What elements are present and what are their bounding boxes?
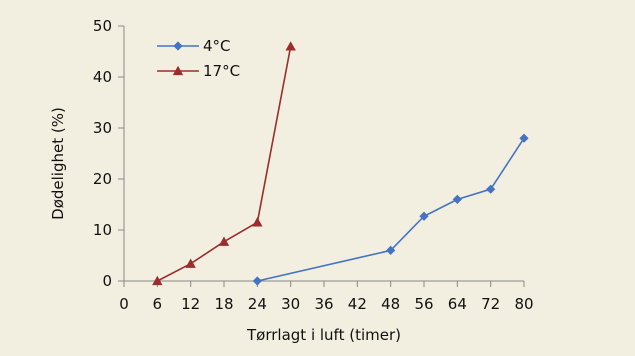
data-point [285, 41, 296, 51]
x-tick-label: 48 [381, 295, 400, 313]
y-tick-label: 50 [93, 17, 112, 35]
data-point [419, 211, 429, 221]
y-tick-label: 0 [102, 272, 112, 290]
y-tick-label: 10 [93, 221, 112, 239]
x-tick-label: 0 [119, 295, 129, 313]
data-point [218, 236, 230, 246]
x-tick-label: 36 [314, 295, 333, 313]
x-tick-label: 64 [448, 295, 467, 313]
x-tick-label: 6 [153, 295, 163, 313]
series-triangle [152, 41, 296, 286]
x-axis-title: Tørrlagt i luft (timer) [246, 326, 401, 344]
legend-marker [172, 65, 184, 76]
series-diamond [252, 133, 529, 286]
x-tick-label: 12 [181, 295, 200, 313]
axes [123, 26, 524, 282]
data-point [152, 275, 163, 286]
x-tick-label: 72 [481, 295, 500, 313]
data-point [252, 217, 263, 227]
x-tick-label: 80 [514, 295, 533, 313]
data-point [386, 245, 396, 255]
legend-marker [173, 41, 183, 51]
series-layer [152, 41, 529, 286]
y-axis-title: Dødelighet (%) [49, 107, 67, 220]
x-tick-label: 42 [348, 295, 367, 313]
y-ticks: 0 10 20 30 40 50 [93, 17, 124, 290]
data-point [486, 184, 496, 194]
data-point [252, 276, 262, 286]
legend-label: 4°C [203, 37, 231, 55]
y-tick-label: 40 [93, 68, 112, 86]
y-tick-label: 20 [93, 170, 112, 188]
y-tick-label: 30 [93, 119, 112, 137]
legend-label: 17°C [203, 62, 240, 80]
data-point [452, 194, 462, 204]
x-tick-label: 18 [214, 295, 233, 313]
x-tick-label: 24 [248, 295, 267, 313]
data-point [185, 258, 196, 268]
series-line [257, 137, 525, 282]
x-tick-label: 30 [281, 295, 300, 313]
x-ticks: 0 6 12 18 24 30 36 42 48 56 64 72 80 [119, 281, 534, 313]
data-point [519, 133, 529, 143]
legend: 4°C 17°C [157, 37, 240, 80]
x-tick-label: 56 [414, 295, 433, 313]
